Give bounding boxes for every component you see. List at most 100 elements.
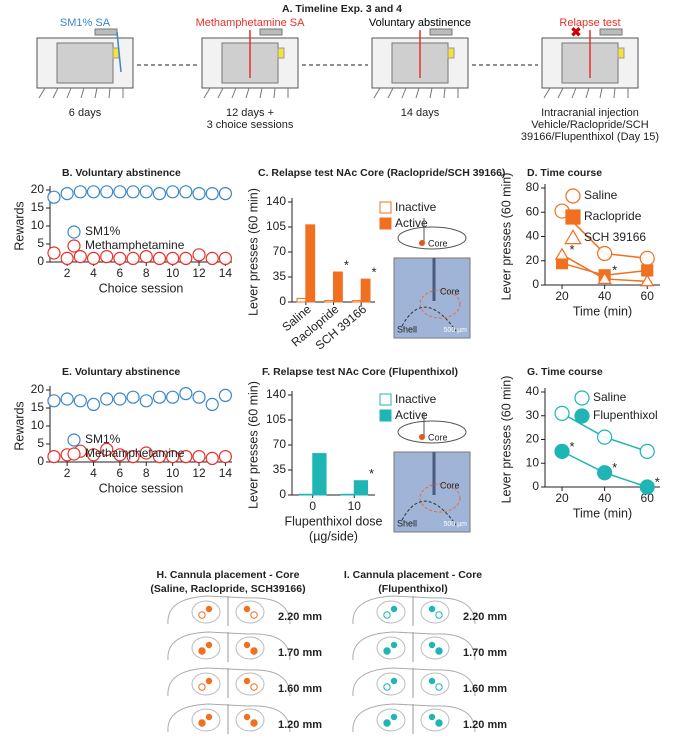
lever-light — [447, 47, 455, 59]
grid-floor — [259, 87, 263, 99]
marker — [554, 247, 570, 260]
y-tick-label: 0 — [532, 479, 539, 493]
marker — [113, 251, 127, 265]
placement — [198, 719, 206, 727]
annotation: * — [570, 242, 575, 257]
x-tick-label: 60 — [641, 491, 655, 505]
stage-duration: Intracranial injection — [541, 107, 639, 119]
grid-floor — [52, 87, 59, 99]
inset-label: Shell — [397, 324, 417, 334]
stage-label: SM1% SA — [60, 17, 111, 29]
timeline-title: A. Timeline Exp. 3 and 4 — [282, 3, 402, 15]
histology — [393, 257, 471, 339]
x-tick-label: 10 — [166, 266, 180, 280]
legend-label: SM1% — [85, 224, 121, 238]
marker — [86, 251, 101, 265]
marker — [139, 185, 153, 199]
placement — [428, 677, 436, 685]
y-tick-label: 5 — [37, 436, 44, 450]
marker — [47, 394, 61, 408]
grid-floor — [415, 87, 420, 99]
stage-label: Methamphetamine SA — [196, 17, 305, 29]
chart-title: C. Relapse test NAc Core (Raclopride/SCH… — [258, 167, 505, 179]
grid-floor — [108, 87, 111, 99]
marker — [86, 185, 101, 199]
legend-marker — [565, 209, 581, 225]
y-tick-label: 105 — [266, 412, 286, 426]
placement — [390, 605, 398, 613]
inset-label: Shell — [397, 518, 417, 528]
marker — [113, 185, 127, 199]
legend-label: Active — [395, 408, 428, 422]
nucleus — [191, 600, 221, 624]
y-tick-label: 10 — [31, 418, 45, 432]
marker — [60, 251, 74, 265]
y-tick-label: 20 — [31, 382, 45, 396]
panel-title: H. Cannula placement - Core — [157, 569, 300, 581]
level-label: 1.60 mm — [463, 683, 507, 695]
chamber-wall — [56, 42, 114, 84]
y-tick-label: 20 — [31, 182, 45, 196]
nucleus — [191, 672, 221, 696]
x-tick-label: 60 — [641, 289, 655, 303]
marker — [152, 251, 167, 265]
y-tick-label: 0 — [37, 454, 44, 468]
grid-floor — [557, 87, 564, 99]
y-tick-label: 30 — [526, 408, 540, 422]
x-tick-label: 12 — [192, 266, 206, 280]
legend-marker — [67, 447, 81, 461]
bar — [296, 297, 307, 303]
marker — [192, 187, 206, 201]
nucleus — [235, 600, 265, 624]
grid-floor — [543, 87, 551, 99]
x-tick-label: 40 — [598, 491, 612, 505]
x-tick-label: 10 — [166, 466, 180, 480]
grid-floor — [245, 87, 250, 99]
x-tick-label: 40 — [598, 289, 612, 303]
grid-floor — [231, 87, 237, 99]
x-tick-label: 0 — [309, 499, 316, 513]
annotation: * — [655, 474, 660, 489]
placement — [243, 641, 251, 649]
y-tick-label: 140 — [266, 387, 286, 401]
bar — [298, 493, 314, 496]
placement — [205, 605, 213, 613]
marker — [179, 387, 193, 401]
stage-duration: 14 days — [401, 107, 440, 119]
marker — [554, 405, 570, 421]
x-tick-label: 6 — [117, 266, 124, 280]
panel-title: (Flupenthixol) — [378, 583, 447, 595]
bar — [333, 271, 343, 303]
placement — [390, 713, 398, 721]
marker — [205, 187, 219, 201]
grid-floor — [585, 87, 590, 99]
brain-section — [352, 595, 476, 625]
marker — [179, 251, 193, 265]
y-tick-label: 20 — [526, 432, 540, 446]
marker — [597, 271, 612, 284]
marker — [597, 429, 613, 445]
legend-label: Methamphetamine — [85, 446, 185, 460]
marker — [179, 450, 193, 464]
pump — [429, 28, 453, 36]
marker — [152, 390, 167, 404]
legend-swatch — [379, 217, 392, 230]
grid-floor — [387, 87, 394, 99]
marker — [100, 392, 114, 406]
placement — [428, 605, 436, 613]
grid-floor — [599, 87, 603, 99]
annotation: * — [371, 265, 376, 280]
level-label: 1.60 mm — [278, 683, 322, 695]
grid-floor — [217, 87, 224, 99]
core-dot — [419, 240, 425, 246]
brain-section — [167, 667, 291, 697]
inset-label: Core — [428, 238, 448, 248]
grid-floor — [373, 87, 381, 99]
histology — [393, 451, 471, 533]
y-tick-label: 20 — [526, 253, 540, 267]
marker — [597, 245, 613, 262]
marker — [192, 390, 206, 404]
pump — [599, 28, 623, 36]
stage-duration: 39166/Flupenthixol (Day 15) — [521, 131, 659, 143]
